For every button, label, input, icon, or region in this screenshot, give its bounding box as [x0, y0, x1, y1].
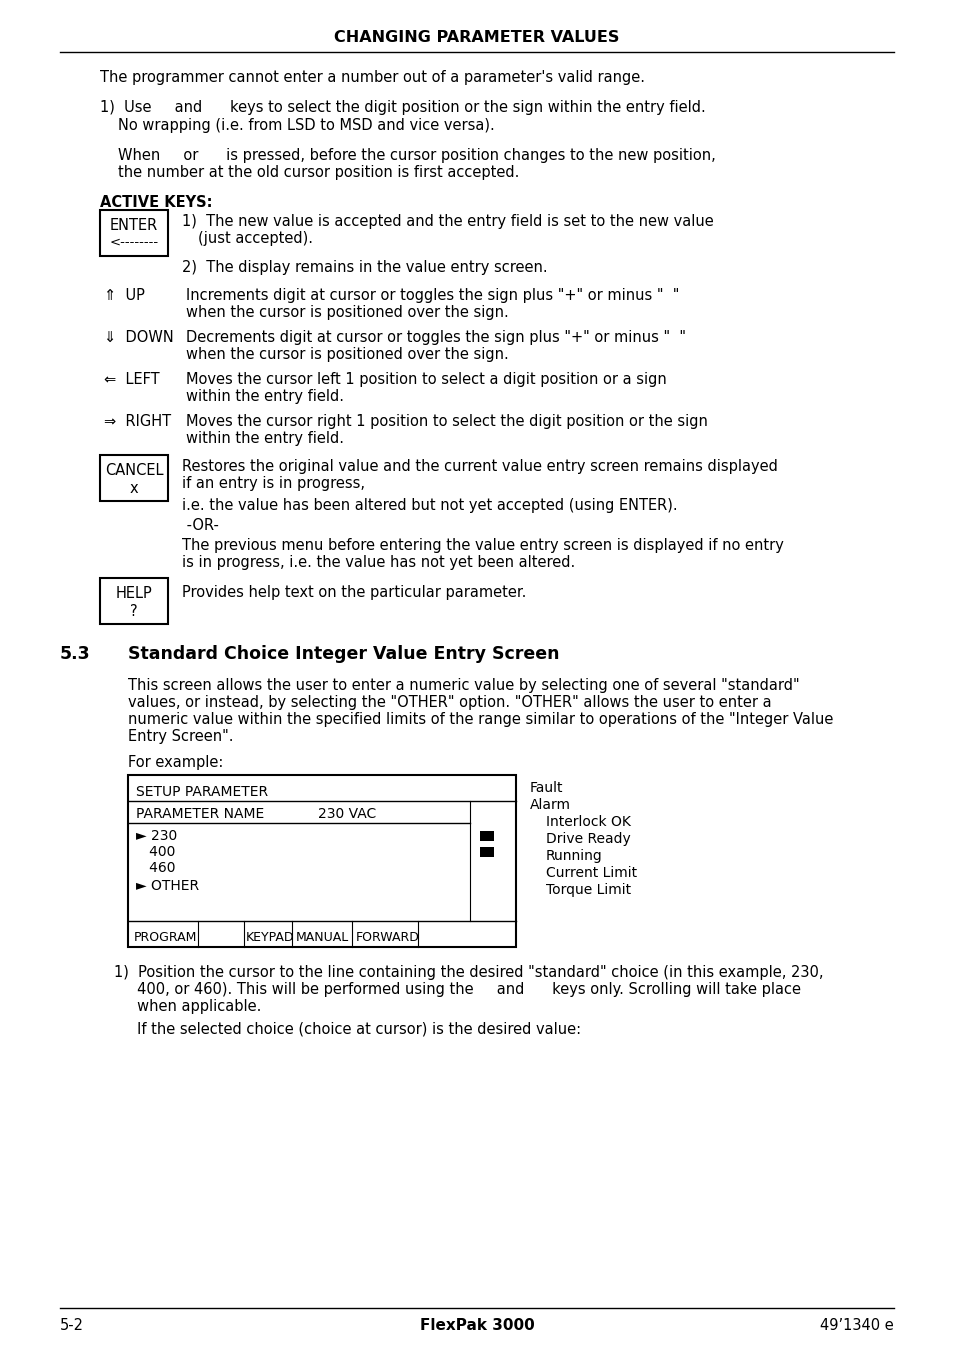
Text: 230 VAC: 230 VAC: [317, 807, 375, 821]
Text: SETUP PARAMETER: SETUP PARAMETER: [136, 785, 268, 798]
Text: This screen allows the user to enter a numeric value by selecting one of several: This screen allows the user to enter a n…: [128, 678, 799, 693]
Text: 49’1340 e: 49’1340 e: [820, 1319, 893, 1333]
Text: ?: ?: [130, 604, 137, 619]
Bar: [100, 578, 168, 624]
Text: If the selected choice (choice at cursor) is the desired value:: If the selected choice (choice at cursor…: [113, 1021, 580, 1036]
Text: Provides help text on the particular parameter.: Provides help text on the particular par…: [182, 585, 526, 600]
Text: Current Limit: Current Limit: [545, 866, 637, 880]
Text: Running: Running: [545, 848, 602, 863]
Text: CHANGING PARAMETER VALUES: CHANGING PARAMETER VALUES: [334, 30, 619, 45]
Text: Increments digit at cursor or toggles the sign plus "+" or minus "  ": Increments digit at cursor or toggles th…: [186, 288, 679, 303]
Text: if an entry is in progress,: if an entry is in progress,: [182, 476, 365, 490]
Text: No wrapping (i.e. from LSD to MSD and vice versa).: No wrapping (i.e. from LSD to MSD and vi…: [118, 118, 495, 132]
Text: is in progress, i.e. the value has not yet been altered.: is in progress, i.e. the value has not y…: [182, 555, 575, 570]
Text: 5.3: 5.3: [60, 644, 91, 663]
Text: within the entry field.: within the entry field.: [186, 431, 344, 446]
Text: Moves the cursor right 1 position to select the digit position or the sign: Moves the cursor right 1 position to sel…: [186, 413, 707, 430]
Text: Fault: Fault: [530, 781, 563, 794]
Text: when applicable.: when applicable.: [113, 998, 261, 1015]
Text: within the entry field.: within the entry field.: [186, 389, 344, 404]
Text: 1)  Position the cursor to the line containing the desired "standard" choice (in: 1) Position the cursor to the line conta…: [113, 965, 822, 979]
Text: when the cursor is positioned over the sign.: when the cursor is positioned over the s…: [186, 305, 508, 320]
Text: (just accepted).: (just accepted).: [198, 231, 313, 246]
Text: ACTIVE KEYS:: ACTIVE KEYS:: [100, 195, 213, 209]
Text: Moves the cursor left 1 position to select a digit position or a sign: Moves the cursor left 1 position to sele…: [186, 372, 666, 386]
Text: ⇒  RIGHT: ⇒ RIGHT: [104, 413, 171, 430]
Text: ENTER: ENTER: [110, 218, 158, 232]
Text: ⇓  DOWN: ⇓ DOWN: [104, 330, 173, 345]
Text: Torque Limit: Torque Limit: [545, 884, 631, 897]
Text: <--------: <--------: [110, 236, 158, 249]
Text: When     or      is pressed, before the cursor position changes to the new posit: When or is pressed, before the cursor po…: [118, 149, 715, 163]
Text: 2)  The display remains in the value entry screen.: 2) The display remains in the value entr…: [182, 259, 547, 276]
Text: For example:: For example:: [128, 755, 223, 770]
Text: The programmer cannot enter a number out of a parameter's valid range.: The programmer cannot enter a number out…: [100, 70, 644, 85]
Text: ⇑  UP: ⇑ UP: [104, 288, 145, 303]
Bar: [479, 831, 494, 842]
Text: values, or instead, by selecting the "OTHER" option. "OTHER" allows the user to : values, or instead, by selecting the "OT…: [128, 694, 771, 711]
Text: ► 230: ► 230: [136, 830, 177, 843]
Text: the number at the old cursor position is first accepted.: the number at the old cursor position is…: [118, 165, 518, 180]
Bar: [479, 847, 494, 857]
Text: Interlock OK: Interlock OK: [545, 815, 630, 830]
Text: FlexPak 3000: FlexPak 3000: [419, 1319, 534, 1333]
Bar: [100, 455, 168, 501]
Text: PARAMETER NAME: PARAMETER NAME: [136, 807, 264, 821]
Text: MANUAL: MANUAL: [295, 931, 349, 944]
Text: The previous menu before entering the value entry screen is displayed if no entr: The previous menu before entering the va…: [182, 538, 783, 553]
Text: 5-2: 5-2: [60, 1319, 84, 1333]
Text: ► OTHER: ► OTHER: [136, 880, 199, 893]
Text: 460: 460: [136, 861, 175, 875]
Text: Decrements digit at cursor or toggles the sign plus "+" or minus "  ": Decrements digit at cursor or toggles th…: [186, 330, 685, 345]
Text: i.e. the value has been altered but not yet accepted (using ENTER).: i.e. the value has been altered but not …: [182, 499, 677, 513]
Text: Standard Choice Integer Value Entry Screen: Standard Choice Integer Value Entry Scre…: [128, 644, 558, 663]
Text: KEYPAD: KEYPAD: [246, 931, 294, 944]
Text: Drive Ready: Drive Ready: [545, 832, 630, 846]
Text: -OR-: -OR-: [182, 517, 218, 534]
Bar: [128, 775, 516, 947]
Text: x: x: [130, 481, 138, 496]
Text: Alarm: Alarm: [530, 798, 571, 812]
Text: HELP: HELP: [115, 586, 152, 601]
Text: ⇐  LEFT: ⇐ LEFT: [104, 372, 159, 386]
Text: 400, or 460). This will be performed using the     and      keys only. Scrolling: 400, or 460). This will be performed usi…: [113, 982, 801, 997]
Text: CANCEL: CANCEL: [105, 463, 163, 478]
Bar: [100, 209, 168, 255]
Text: 1)  Use     and      keys to select the digit position or the sign within the en: 1) Use and keys to select the digit posi…: [100, 100, 705, 115]
Text: FORWARD: FORWARD: [355, 931, 419, 944]
Text: Restores the original value and the current value entry screen remains displayed: Restores the original value and the curr…: [182, 459, 777, 474]
Text: when the cursor is positioned over the sign.: when the cursor is positioned over the s…: [186, 347, 508, 362]
Text: 1)  The new value is accepted and the entry field is set to the new value: 1) The new value is accepted and the ent…: [182, 213, 713, 230]
Text: numeric value within the specified limits of the range similar to operations of : numeric value within the specified limit…: [128, 712, 833, 727]
Text: 400: 400: [136, 844, 175, 859]
Text: PROGRAM: PROGRAM: [133, 931, 197, 944]
Text: Entry Screen".: Entry Screen".: [128, 730, 233, 744]
